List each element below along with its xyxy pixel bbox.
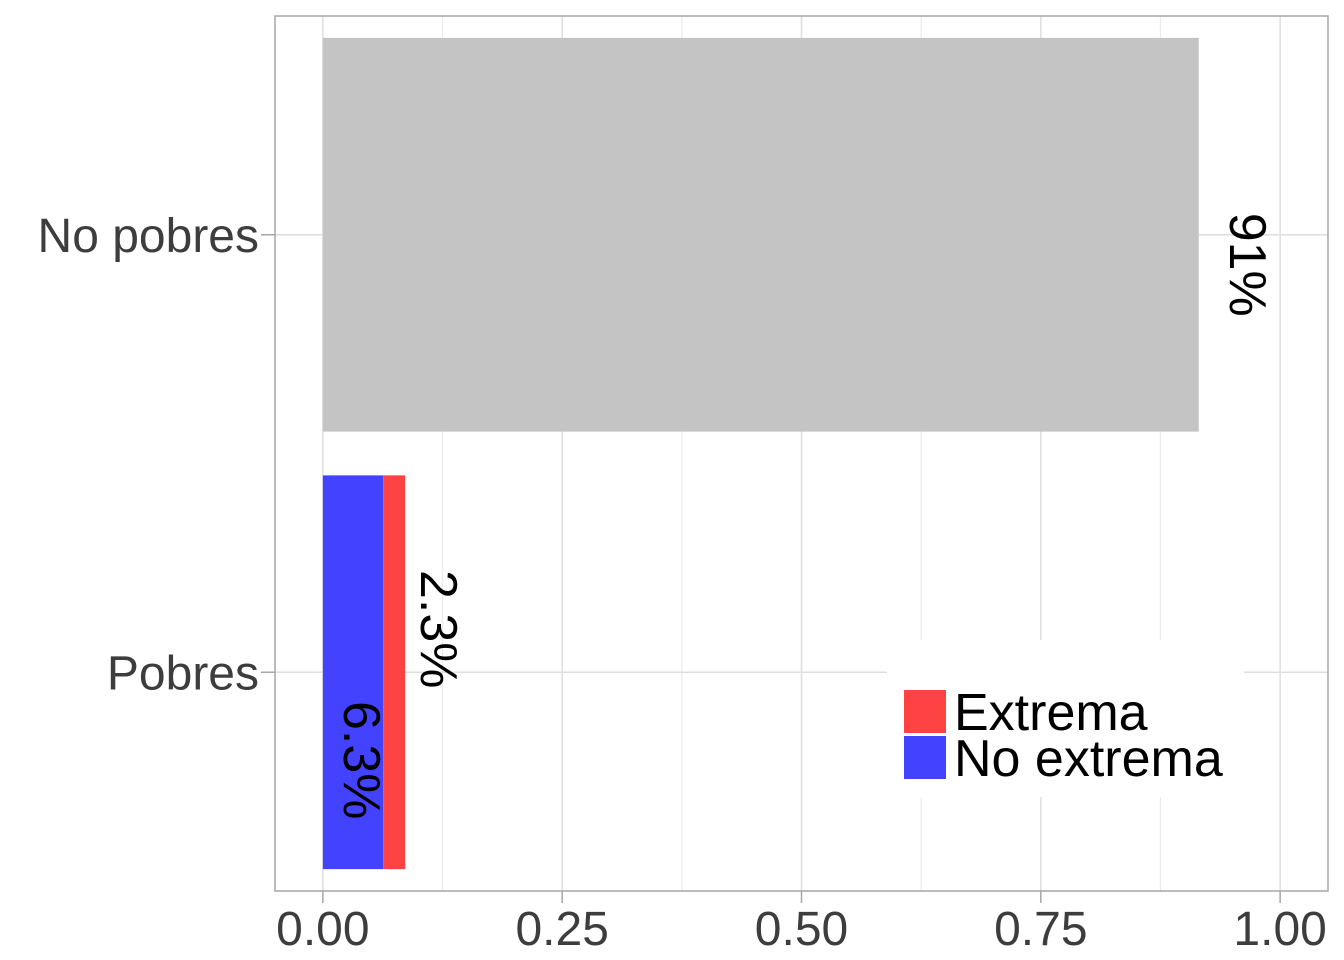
bars bbox=[322, 37, 1199, 870]
y-axis: Pobres No pobres bbox=[38, 210, 275, 700]
x-axis: 0.00 0.25 0.50 0.75 1.00 bbox=[276, 891, 1327, 956]
legend-label: Extrema bbox=[954, 684, 1148, 742]
bar-labels: 6.3% 2.3% 91% bbox=[332, 213, 1276, 820]
x-tick-label: 0.00 bbox=[276, 903, 369, 956]
x-tick-label: 0.50 bbox=[755, 903, 848, 956]
bar-total-no-pobres bbox=[322, 37, 1199, 432]
legend-label: No extrema bbox=[954, 730, 1223, 788]
x-tick-label: 1.00 bbox=[1233, 903, 1326, 956]
legend-key-extrema bbox=[904, 690, 946, 733]
legend-key-no-extrema bbox=[904, 736, 946, 779]
x-tick-label: 0.25 bbox=[515, 903, 608, 956]
bar-no-extrema-pobres bbox=[322, 475, 384, 870]
bar-extrema-pobres bbox=[383, 475, 406, 870]
bar-value-label: 6.3% bbox=[332, 701, 390, 820]
bar-value-label: 91% bbox=[1218, 213, 1276, 317]
x-tick-label: 0.75 bbox=[994, 903, 1087, 956]
bar-value-label: 2.3% bbox=[409, 570, 467, 689]
y-tick-label: Pobres bbox=[107, 647, 259, 700]
legend-background bbox=[887, 640, 1244, 797]
y-tick-label: No pobres bbox=[38, 210, 259, 263]
